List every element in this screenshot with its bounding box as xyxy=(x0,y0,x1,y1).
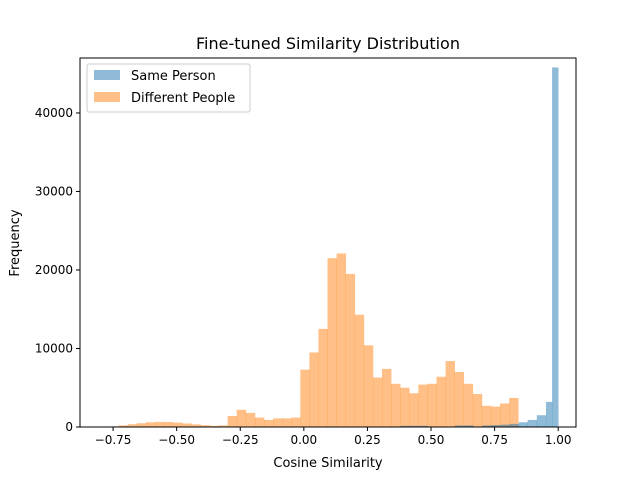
legend-label-same-person: Same Person xyxy=(131,69,216,84)
bar-different-people xyxy=(446,361,455,427)
bar-different-people xyxy=(246,413,255,427)
legend-label-different-people: Different People xyxy=(131,91,235,106)
bar-different-people xyxy=(373,378,382,427)
x-tick-label: 0.25 xyxy=(354,433,381,447)
legend-swatch-same-person xyxy=(94,70,120,80)
legend: Same Person Different People xyxy=(87,64,250,112)
chart-title: Fine-tuned Similarity Distribution xyxy=(196,34,460,53)
bar-same-person xyxy=(546,402,552,427)
y-tick-label: 20000 xyxy=(35,263,73,277)
x-tick-label: −0.50 xyxy=(158,433,195,447)
bar-different-people xyxy=(464,384,473,427)
bar-different-people xyxy=(437,377,446,427)
bar-different-people xyxy=(282,418,291,427)
bar-different-people xyxy=(509,398,518,427)
bar-different-people xyxy=(318,329,327,427)
bar-different-people xyxy=(164,422,173,427)
legend-swatch-different-people xyxy=(94,92,120,102)
bar-different-people xyxy=(237,410,246,427)
bar-different-people xyxy=(427,384,436,427)
bar-same-person xyxy=(519,422,528,427)
bar-same-person xyxy=(528,420,537,427)
y-tick-label: 30000 xyxy=(35,184,73,198)
bar-different-people xyxy=(173,423,182,427)
bar-different-people xyxy=(255,418,264,427)
bar-different-people xyxy=(337,253,346,427)
bar-different-people xyxy=(391,384,400,427)
bar-different-people xyxy=(500,403,509,427)
bar-different-people xyxy=(455,372,464,427)
bar-different-people xyxy=(228,416,237,427)
bar-different-people xyxy=(418,385,427,427)
x-tick-label: 1.00 xyxy=(545,433,572,447)
y-tick-label: 40000 xyxy=(35,106,73,120)
bar-same-person xyxy=(537,415,546,427)
bar-different-people xyxy=(473,394,482,427)
bar-different-people xyxy=(146,422,155,427)
y-tick-label: 10000 xyxy=(35,341,73,355)
y-tick-label: 0 xyxy=(65,420,73,434)
bar-different-people xyxy=(482,406,491,427)
bar-different-people xyxy=(291,418,300,427)
bar-different-people xyxy=(364,345,373,427)
x-tick-label: 0.50 xyxy=(418,433,445,447)
x-tick-label: 0.75 xyxy=(481,433,508,447)
x-tick-label: −0.25 xyxy=(222,433,259,447)
bar-different-people xyxy=(155,422,164,427)
x-tick-label: 0.00 xyxy=(290,433,317,447)
bar-different-people xyxy=(328,258,337,427)
bar-same-person xyxy=(552,67,558,427)
bar-different-people xyxy=(300,370,309,427)
y-axis-label: Frequency xyxy=(8,209,23,276)
bar-different-people xyxy=(355,315,364,427)
bar-different-people xyxy=(137,423,146,427)
bar-different-people xyxy=(400,388,409,427)
bar-different-people xyxy=(273,418,282,427)
x-tick-label: −0.75 xyxy=(95,433,132,447)
bar-different-people xyxy=(346,274,355,427)
x-axis-label: Cosine Similarity xyxy=(273,456,383,471)
bar-different-people xyxy=(409,393,418,427)
bar-different-people xyxy=(491,407,500,427)
bar-different-people xyxy=(309,352,318,427)
bar-different-people xyxy=(382,369,391,427)
bar-different-people xyxy=(264,420,273,427)
bar-different-people xyxy=(182,423,191,427)
